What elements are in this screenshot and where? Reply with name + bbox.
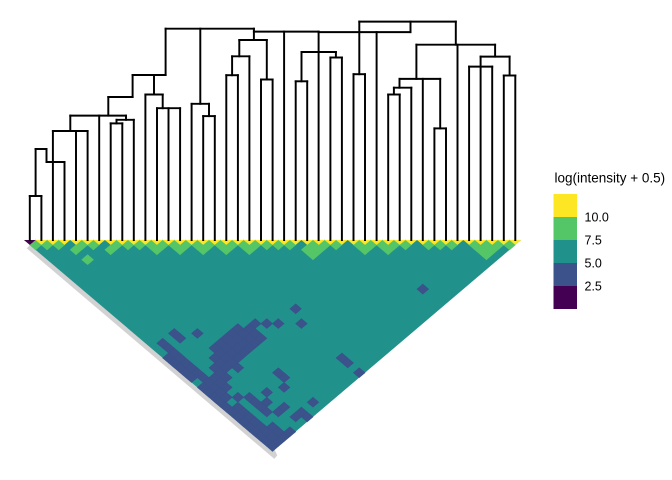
svg-text:log(intensity + 0.5): log(intensity + 0.5) — [555, 171, 666, 186]
svg-text:10.0: 10.0 — [585, 211, 609, 225]
svg-text:5.0: 5.0 — [585, 257, 602, 271]
svg-text:7.5: 7.5 — [585, 234, 602, 248]
svg-text:2.5: 2.5 — [585, 280, 602, 294]
